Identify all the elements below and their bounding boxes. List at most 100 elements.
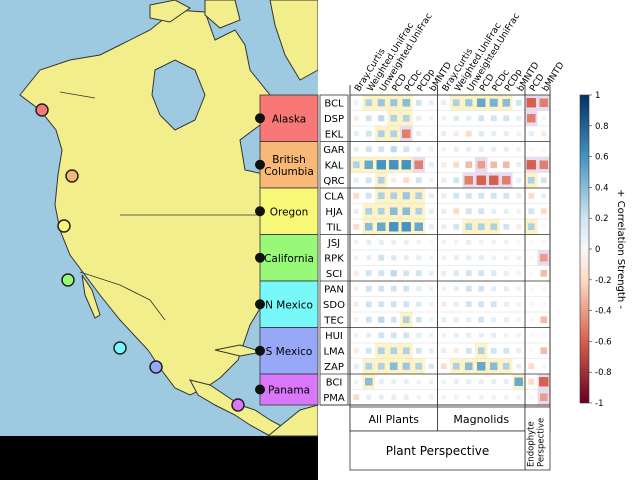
region-connector [255,252,265,263]
heatmap-cell [465,285,472,292]
heatmap-cell [454,240,459,245]
heatmap-cell [466,255,472,261]
heatmap-cell [441,240,446,245]
colorbar-tick-label: 0.8 [595,122,609,132]
heatmap-cell [403,239,409,245]
heatmap-cell [541,333,546,338]
site-label: TIL [326,223,342,234]
heatmap-cell [441,317,447,323]
colorbar: 1 0.8 0.6 0.4 0.2 0 -0.2 -0.4 -0.6 -0.8 -1 + Correl… [579,91,626,409]
heatmap-cell [441,301,447,307]
heatmap-cell [529,255,534,260]
heatmap-cell [365,130,372,137]
heatmap-cell [540,269,548,277]
colorbar-tick-label: 0 [595,245,600,255]
heatmap-cell [354,100,359,105]
site-marker [61,273,75,287]
heatmap-cell [491,286,497,292]
heatmap-cell [366,332,372,338]
heatmap-cell [390,114,398,122]
heatmap-cell [429,147,434,152]
region-label: Alaska [272,113,306,125]
heatmap-cell [377,347,385,355]
site-label: LMA [323,347,344,358]
heatmap-cell [453,286,459,292]
heatmap-cell [539,377,549,387]
heatmap-cell [491,317,497,323]
endophyte-label: Endophyte [527,421,537,467]
heatmap-cell [389,160,399,170]
heatmap-cell [478,332,484,338]
heatmap-cell [366,239,372,245]
heatmap-cell [479,240,484,245]
heatmap-cell [540,316,548,324]
heatmap-cell [526,160,536,170]
heatmap-cell [516,363,522,369]
heatmap-cell [416,115,422,121]
region-label: S Mexico [266,346,313,358]
heatmap-cell [504,395,509,400]
heatmap-cell [503,270,509,276]
heatmap-cell [402,98,411,107]
heatmap-cell [354,317,359,322]
heatmap-cell [516,302,521,307]
site-labels: BCL DSP EKL GAR KAL QRC CLA HJA TIL JSJ RPK SCI PAN S… [319,94,349,406]
site-label: DSP [324,114,344,125]
heatmap-cell [389,222,399,232]
heatmap-cell [490,115,497,122]
heatmap-cell [503,146,509,152]
heatmap-cell [490,223,498,231]
heatmap-cell [403,255,409,261]
heatmap-cell [490,192,497,199]
heatmap-cell [503,286,509,292]
heatmap-cell [378,239,384,245]
heatmap-cell [390,146,397,153]
heatmap-cell [428,100,434,106]
site-label: SCI [326,269,342,280]
heatmap-cell [416,240,421,245]
heatmap-cell [541,116,546,121]
heatmap-cell [516,115,522,121]
region-label: N Mexico [265,299,313,311]
heatmap-cell [504,240,509,245]
heatmap-cell [465,192,472,199]
heatmap-cell [391,379,397,385]
heatmap-cell [503,223,510,230]
heatmap-cell [541,302,546,307]
colorbar-tick-label: -0.4 [595,307,612,317]
heatmap-cell [365,177,372,184]
region-band [259,94,319,142]
heatmap-cell [402,129,411,138]
heatmap-cell [465,161,473,169]
heatmap-cell [491,255,496,260]
heatmap-cell [353,177,359,183]
heatmap-cell [516,395,521,400]
heatmap-cell [465,208,472,215]
heatmap-cell [541,224,546,229]
heatmap-cell [491,379,497,385]
heatmap-cell [453,192,460,199]
heatmap-cell [366,255,372,261]
site-label: JSJ [327,238,340,249]
region-connector [255,113,265,124]
heatmap-cell [415,177,422,184]
region-band [259,234,319,282]
heatmap-cell [429,317,434,322]
heatmap-cell [429,116,434,121]
heatmap-cell [441,116,446,121]
site-label: PMA [323,393,345,404]
heatmap-cell [416,131,422,137]
heatmap-cell [453,223,460,230]
heatmap-cell [527,223,535,231]
heatmap-cell [453,208,460,215]
heatmap-cell [529,240,534,245]
site-label: RPK [324,254,344,265]
heatmap-cell [378,379,384,385]
heatmap-cell [540,347,548,355]
heatmap-cell [441,348,447,354]
heatmap-cell [453,270,459,276]
heatmap-cell [529,333,534,338]
heatmap-cell [491,208,497,214]
site-label: PAN [324,285,344,296]
heatmap-cell [503,379,509,385]
